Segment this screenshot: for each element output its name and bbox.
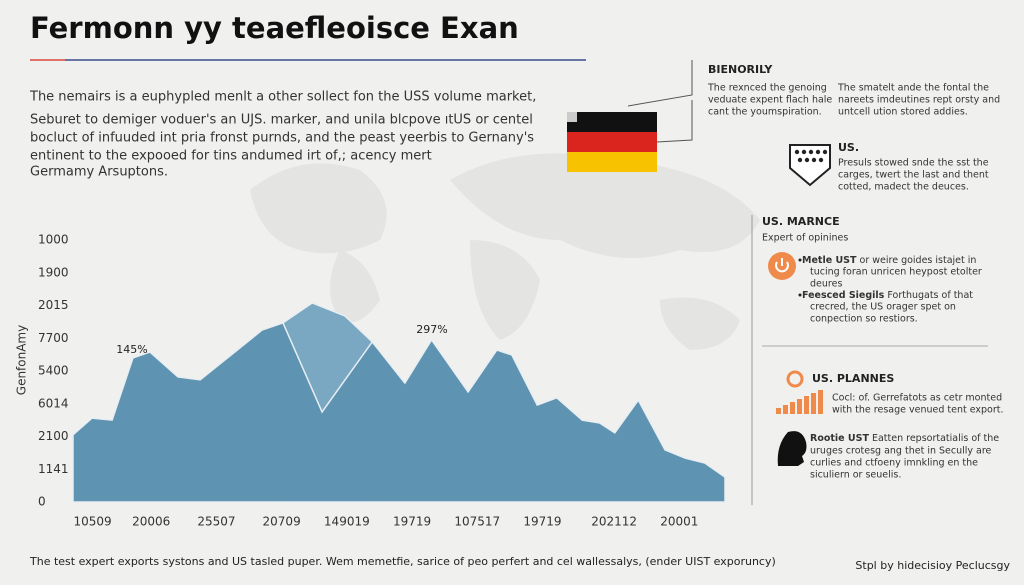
y-tick-label: 1000 [38, 233, 69, 247]
intro-line: entinent to the expooed for tins andumed… [30, 149, 432, 164]
person-line: Eatten repsortatialis of the [872, 433, 999, 444]
bullet-text: crecred, the US orager spet on [810, 302, 956, 313]
person-line: curlies and ctfoeny imnkling en the [810, 458, 978, 469]
intro-line: bocluct of infuuded int pria fronst purn… [30, 131, 534, 146]
bullet-label: Metle UST [802, 255, 857, 266]
world-map [250, 153, 760, 350]
x-tick-label: 10509 [73, 515, 111, 529]
panel-text: with the resage venued tent export. [832, 405, 1004, 416]
footer: The test expert exports systons and US t… [29, 555, 776, 568]
x-tick-label: 19719 [393, 515, 431, 529]
panel-text: The smatelt ande the fontal the [837, 83, 989, 94]
panel-text: Presuls stowed snde the sst the [838, 158, 989, 169]
bullet-label: Feesced Siegils [802, 290, 885, 301]
panel-text: nareets imdeutines rept orsty and [838, 95, 1000, 106]
intro-lead: The nemairs is a euphypled menlt a other… [29, 90, 536, 105]
section-subtitle: Expert of opinines [762, 233, 848, 244]
bullet-text: conpection so restiors. [810, 314, 918, 325]
person-line: siculiern or seuelis. [810, 470, 901, 481]
bars-icon [776, 390, 823, 414]
panel-text: carges, twert the last and thent [838, 170, 989, 181]
bullet: Metle UST or weire goides istajet in [802, 255, 976, 266]
intro-line: Seburet to demiger voduer's an UJS. mark… [30, 113, 533, 128]
bullet-text: tucing foran unricen heypost etolter [810, 267, 982, 278]
annotation: 297% [416, 323, 447, 336]
intro-line: Germamy Arsuptons. [30, 165, 168, 180]
person-text: Rootie UST Eatten repsortatialis of the [810, 433, 999, 444]
x-tick-label: 20001 [660, 515, 698, 529]
y-axis-label: GenfonAmy [15, 325, 29, 395]
panel-text: Cocl: of. Gerrefatots as cetr monted [832, 393, 1002, 404]
panel-title: BIENORILY [708, 63, 773, 76]
bullet-dot [798, 293, 802, 297]
y-tick-label: 2100 [38, 429, 69, 443]
section-title: US. PLANNES [812, 372, 894, 385]
bullet: Feesced Siegils Forthugats of that [802, 290, 973, 301]
y-tick-label: 2015 [38, 298, 69, 312]
credit: Stpl by hidecisioy Peclucsgy [855, 559, 1010, 572]
shield-icon [789, 144, 831, 187]
bullet-text: deures [810, 279, 842, 290]
panel-text: untcell ution stored addies. [838, 107, 968, 118]
y-tick-label: 7700 [38, 331, 69, 345]
x-tick-label: 107517 [454, 515, 500, 529]
x-tick-label: 202112 [591, 515, 637, 529]
panel-text: veduate expent flach hale [708, 95, 832, 106]
y-tick-label: 6014 [38, 396, 69, 410]
person-line: uruges crotesg ang thet in Secully are [810, 446, 992, 457]
x-tick-label: 20006 [132, 515, 170, 529]
connector [627, 60, 693, 107]
shield-dots [794, 149, 828, 163]
person-label: Rootie UST [810, 433, 869, 444]
panel-text: cant the youmspiration. [708, 107, 822, 118]
section-title: US. MARNCE [762, 215, 840, 228]
x-tick-label: 25507 [197, 515, 235, 529]
section-title: US. [838, 141, 859, 154]
x-tick-label: 19719 [523, 515, 561, 529]
area-chart: 0 1141 2100 6014 5400 7700 2015 1900 1000 10509 20… [38, 233, 726, 529]
bullet-text: or weire goides istajet in [860, 255, 977, 266]
y-tick-label: 5400 [38, 364, 69, 378]
bullet-text: Forthugats of that [887, 290, 973, 301]
bullet-dot [798, 258, 802, 262]
y-tick-label: 1900 [38, 265, 69, 279]
x-tick-label: 20709 [263, 515, 301, 529]
title: Fermonn yy teaefleoisce Exan [30, 11, 519, 45]
y-tick-label: 0 [38, 495, 46, 509]
power-glyph [775, 258, 789, 273]
ring-icon [786, 370, 804, 388]
connector [656, 100, 693, 143]
head-icon [777, 431, 807, 466]
panel-text: The rexnced the genoing [707, 83, 827, 94]
x-tick-label: 149019 [324, 515, 370, 529]
annotation: 145% [116, 343, 147, 356]
area [72, 321, 726, 503]
panel-text: cotted, madect the deuces. [838, 182, 969, 193]
y-tick-label: 1141 [38, 462, 69, 476]
flag [567, 112, 657, 172]
